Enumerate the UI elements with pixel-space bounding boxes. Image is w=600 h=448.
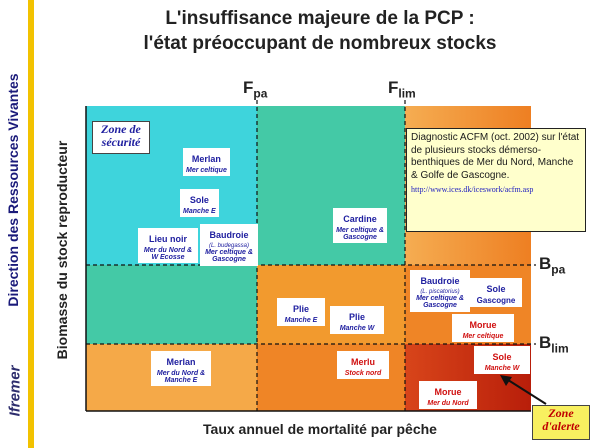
zone-securite-box: Zone de sécurité bbox=[92, 121, 150, 154]
diagnostic-text: Diagnostic ACFM (oct. 2002) sur l'état d… bbox=[411, 132, 580, 181]
region-mid-left bbox=[86, 265, 257, 344]
stock-lieu-noir: Lieu noir Mer du Nord & W Ecosse bbox=[138, 228, 198, 264]
stock-merlan-nord: Merlan Mer du Nord & Manche E bbox=[151, 351, 211, 387]
zone-alerte-box: Zone d'alerte bbox=[532, 405, 590, 440]
alert-arrow bbox=[504, 377, 547, 405]
stock-baudroie-piscatorius: Baudroie (L. piscatorius) Mer celtique &… bbox=[410, 270, 470, 312]
stock-sole-manche-w: Sole Manche W bbox=[474, 346, 530, 375]
stock-sole-gascogne: Sole Gascogne bbox=[470, 278, 522, 308]
diagnostic-url[interactable]: http://www.ices.dk/iceswork/acfm.asp bbox=[411, 185, 534, 194]
fpa-label: Fpa bbox=[243, 78, 268, 101]
flim-label: Flim bbox=[388, 78, 416, 101]
stock-cardine: Cardine Mer celtique & Gascogne bbox=[333, 208, 387, 244]
stock-merlan-celtique: Merlan Mer celtique bbox=[183, 148, 230, 177]
sidebar-stripe bbox=[28, 0, 34, 448]
stock-plie-manche-e: Plie Manche E bbox=[277, 298, 325, 327]
stock-baudroie-budegassa: Baudroie (L. budegassa) Mer celtique & G… bbox=[200, 224, 258, 266]
stock-plie-manche-w: Plie Manche W bbox=[330, 306, 384, 335]
y-axis-label: Biomasse du stock reproducteur bbox=[54, 140, 70, 360]
stock-morue-nord: Morue Mer du Nord bbox=[419, 381, 477, 410]
title-line-2: l'état préoccupant de nombreux stocks bbox=[143, 33, 497, 54]
stock-morue-celtique: Morue Mer celtique bbox=[452, 314, 514, 343]
stock-merlu: Merlu Stock nord bbox=[337, 351, 389, 380]
title-line-1: L'insuffisance majeure de la PCP : bbox=[165, 8, 475, 29]
x-axis-label: Taux annuel de mortalité par pêche bbox=[203, 421, 437, 437]
alert-arrow-head bbox=[500, 375, 512, 386]
bpa-label: Bpa bbox=[539, 254, 566, 277]
blim-label: Blim bbox=[539, 333, 569, 356]
stock-sole-manche-e: Sole Manche E bbox=[180, 189, 219, 218]
diagnostic-box: Diagnostic ACFM (oct. 2002) sur l'état d… bbox=[406, 128, 586, 232]
